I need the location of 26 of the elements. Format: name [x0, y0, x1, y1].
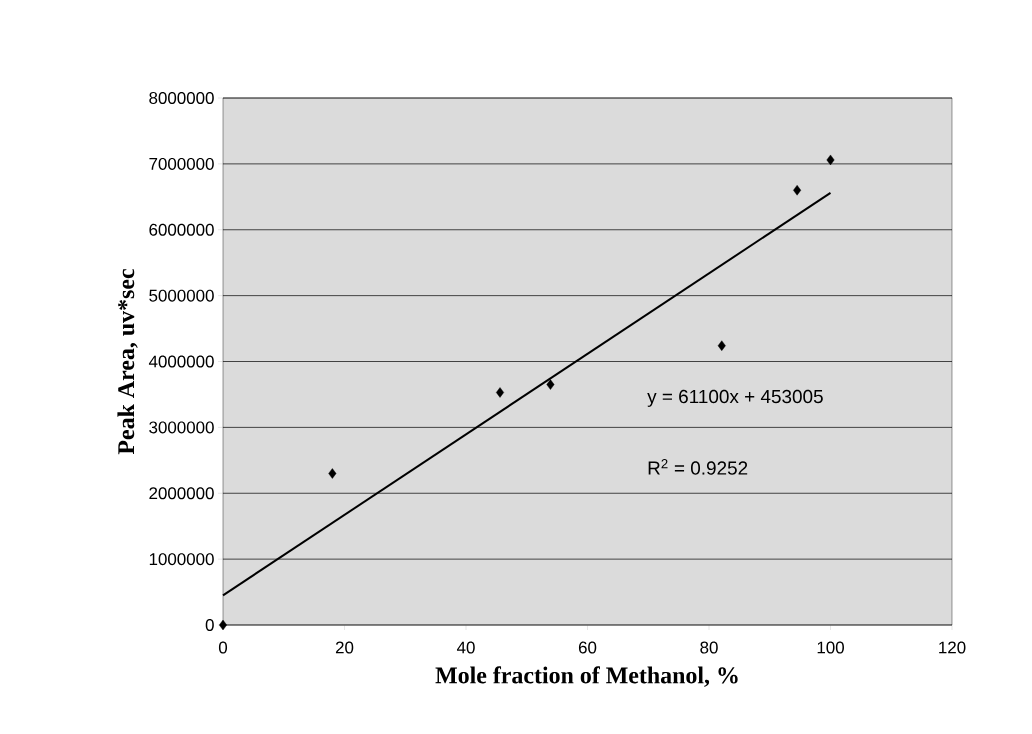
y-tick-label: 1000000	[149, 553, 214, 566]
x-tick-label: 40	[456, 641, 475, 654]
x-tick-label: 100	[817, 641, 844, 654]
x-tick-label: 120	[939, 641, 966, 654]
y-tick-label: 3000000	[149, 421, 214, 434]
y-tick-label: 6000000	[149, 223, 214, 236]
point	[496, 387, 504, 398]
x-tick-label: 20	[335, 641, 354, 654]
point	[328, 468, 337, 479]
y-tick-label: 5000000	[149, 289, 214, 302]
y-tick-label: 8000000	[149, 92, 214, 104]
y-axis-title: Peak Area, uv*sec	[117, 269, 138, 455]
point	[826, 154, 835, 166]
x-axis-title: Mole fraction of Methanol, %	[435, 666, 738, 687]
x-tick-label: 0	[218, 641, 228, 654]
point	[546, 379, 555, 390]
point	[717, 340, 726, 351]
point	[793, 185, 802, 196]
y-tick-label: 4000000	[148, 355, 214, 368]
annotation: y = 61100x + 453005	[647, 389, 823, 407]
y-tick-label: 7000000	[149, 157, 214, 170]
annotation: R$^{2}$ = 0.9252	[648, 459, 748, 475]
y-tick-label: 2000000	[149, 487, 214, 500]
x-tick-label: 80	[700, 641, 718, 654]
x-tick-label: 60	[578, 641, 597, 654]
y-tick-label: 0	[205, 619, 214, 631]
